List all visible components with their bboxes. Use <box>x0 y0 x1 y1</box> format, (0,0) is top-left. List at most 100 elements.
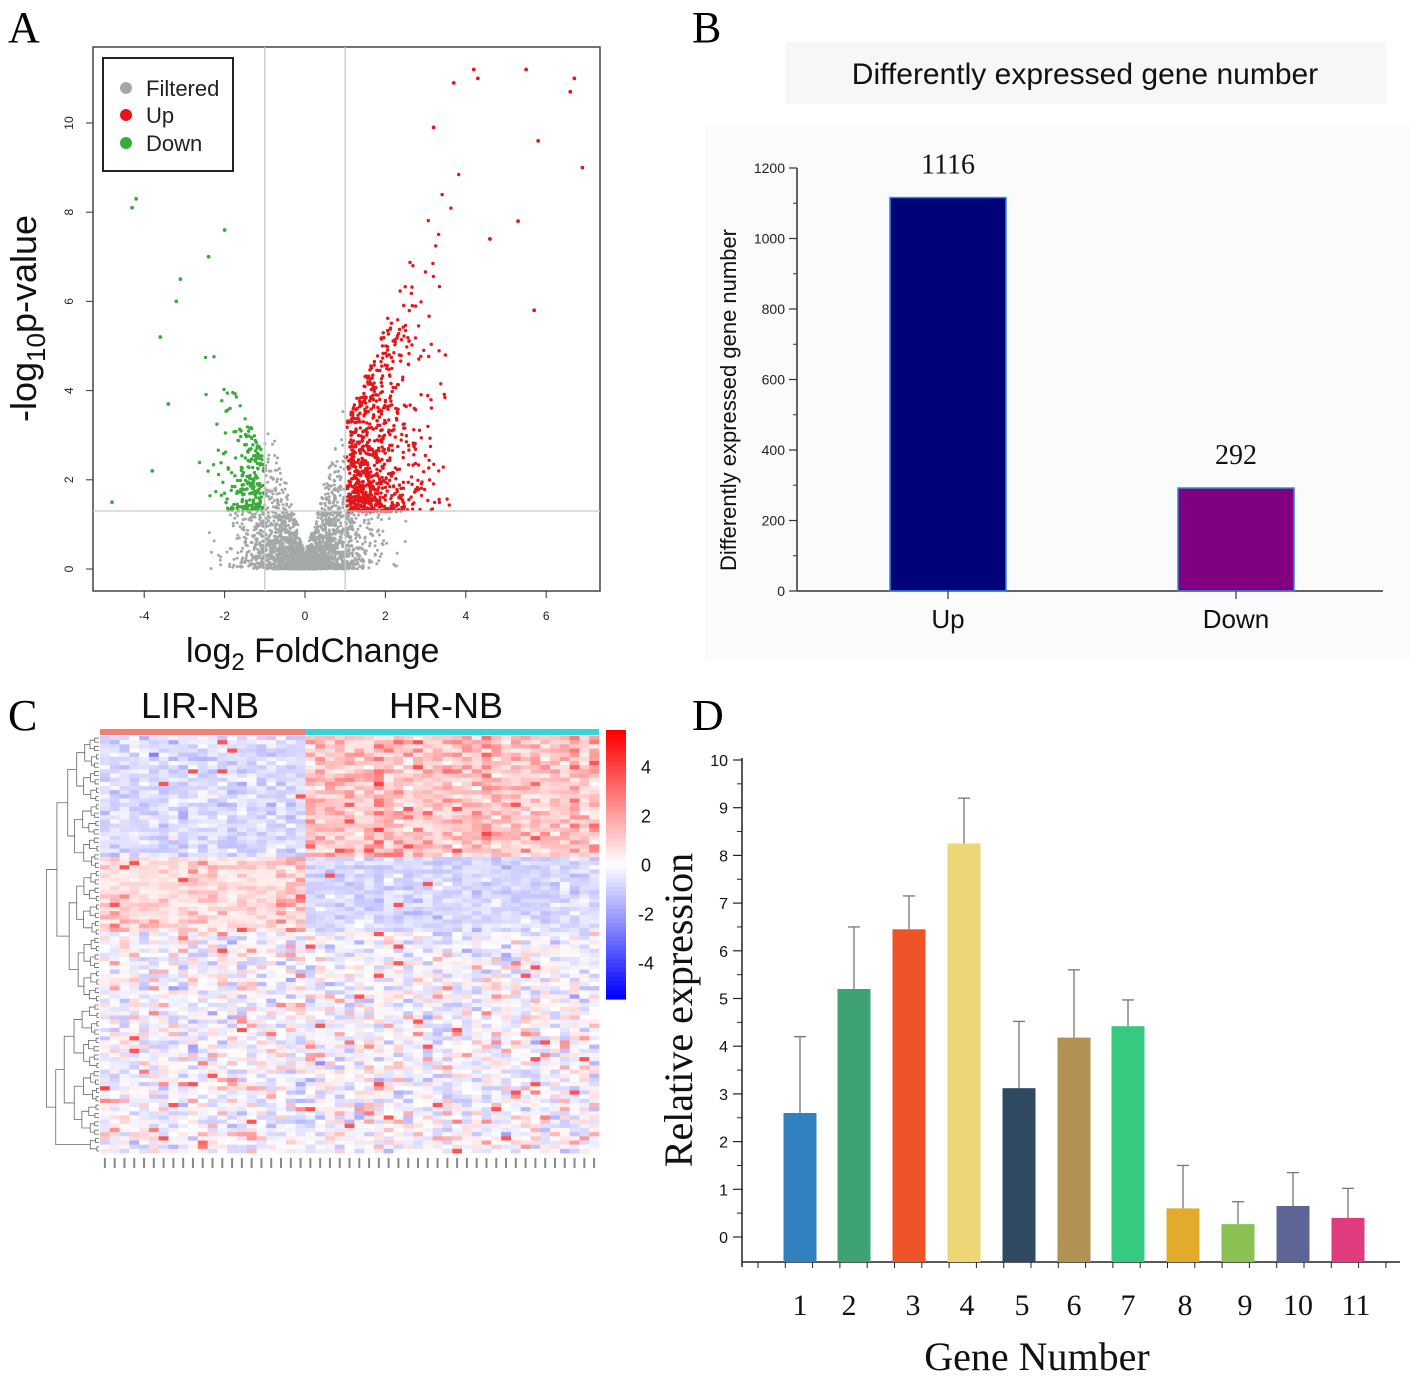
filtered-point <box>278 471 282 475</box>
heatmap-cell <box>452 748 463 754</box>
heatmap-cell <box>217 781 228 787</box>
heatmap-cell <box>413 823 424 829</box>
filtered-point <box>395 551 399 555</box>
down-point <box>244 499 249 503</box>
heatmap-cell <box>285 802 297 808</box>
heatmap-cell <box>129 815 140 820</box>
filtered-point <box>281 521 285 524</box>
heatmap-cell <box>217 773 228 779</box>
heatmap-cell <box>462 790 473 795</box>
filtered-point <box>219 563 223 567</box>
heatmap-cell <box>109 836 120 841</box>
up-point <box>369 366 374 370</box>
heatmap-cell <box>481 798 492 804</box>
heatmap-cell <box>344 806 355 812</box>
heatmap-cell <box>334 765 345 770</box>
heatmap-cell <box>520 798 531 804</box>
heatmap-cell <box>168 827 179 833</box>
up-point <box>378 397 382 402</box>
up-point <box>349 477 354 481</box>
heatmap-cell <box>344 831 355 837</box>
heatmap-cell <box>471 798 482 804</box>
filtered-point <box>250 552 254 556</box>
filtered-point <box>380 552 384 556</box>
heatmap-cell <box>432 781 443 787</box>
heatmap-cell <box>520 769 531 774</box>
heatmap-cell <box>256 802 267 808</box>
heatmap-cell <box>471 827 482 833</box>
filtered-point <box>275 492 279 496</box>
heatmap-cell <box>569 827 580 833</box>
heatmap-cell <box>109 811 120 816</box>
up-point <box>362 391 366 396</box>
heatmap-cell <box>432 761 443 766</box>
heatmap-cell <box>550 815 561 820</box>
heatmap-cell <box>481 811 492 816</box>
heatmap-cell <box>334 811 345 816</box>
heatmap-cell <box>246 819 257 824</box>
heatmap-cell <box>217 806 228 812</box>
heatmap-cell <box>364 794 375 799</box>
heatmap-cell <box>119 786 130 791</box>
heatmap-cell <box>217 769 228 774</box>
heatmap-cell <box>579 806 590 812</box>
heatmap-cell <box>432 827 443 833</box>
heatmap-cell <box>501 790 512 795</box>
up-point <box>441 465 445 469</box>
heatmap-cell <box>129 736 140 741</box>
heatmap-cell <box>188 773 199 779</box>
filtered-point <box>340 438 343 442</box>
filtered-point <box>290 532 294 536</box>
heatmap-cell <box>295 765 306 770</box>
up-point <box>421 470 426 474</box>
heatmap-cell <box>432 740 443 745</box>
up-point <box>432 462 436 466</box>
heatmap-cell <box>325 823 336 829</box>
heatmap-cell <box>129 827 140 833</box>
heatmap-cell <box>325 794 336 799</box>
heatmap-cell <box>305 761 316 766</box>
heatmap-cell <box>256 815 267 820</box>
filtered-point <box>358 524 362 528</box>
up-point <box>406 480 410 484</box>
filtered-point <box>287 554 291 558</box>
heatmap-cell <box>364 773 375 779</box>
volcano-y-axis-title: -log10p-value <box>3 215 51 422</box>
heatmap-cell <box>325 811 336 816</box>
filtered-point <box>256 531 260 535</box>
up-point <box>390 366 394 371</box>
heatmap-cell <box>373 761 385 766</box>
filtered-point <box>333 447 337 450</box>
heatmap-cell <box>589 777 600 783</box>
heatmap-cell <box>383 827 394 833</box>
heatmap-cell <box>100 794 111 799</box>
heatmap-cell <box>550 761 561 766</box>
heatmap-cell <box>579 748 590 754</box>
heatmap-cell <box>559 740 571 745</box>
heatmap-cell <box>207 831 218 837</box>
up-point <box>361 487 365 491</box>
heatmap-cell <box>119 752 130 758</box>
up-point <box>437 497 441 502</box>
heatmap-cell <box>589 748 600 754</box>
filtered-point <box>377 533 381 537</box>
heatmap-cell <box>197 744 209 749</box>
filtered-point <box>319 524 323 528</box>
heatmap-cell <box>148 761 160 766</box>
heatmap-cell <box>276 815 287 820</box>
heatmap-cell <box>481 769 492 774</box>
filtered-point <box>253 562 257 566</box>
filtered-point <box>251 555 255 559</box>
y-tick-label: 200 <box>762 513 786 529</box>
heatmap-cell <box>315 769 326 774</box>
up-point <box>572 76 577 81</box>
heatmap-cell <box>148 769 160 774</box>
filtered-point <box>236 551 240 555</box>
heatmap-cell <box>266 748 277 754</box>
down-point <box>236 438 240 442</box>
filtered-point <box>295 529 299 533</box>
down-point <box>228 406 232 411</box>
heatmap-cell <box>148 786 160 791</box>
heatmap-cell <box>178 773 189 779</box>
heatmap-cell <box>481 773 492 779</box>
